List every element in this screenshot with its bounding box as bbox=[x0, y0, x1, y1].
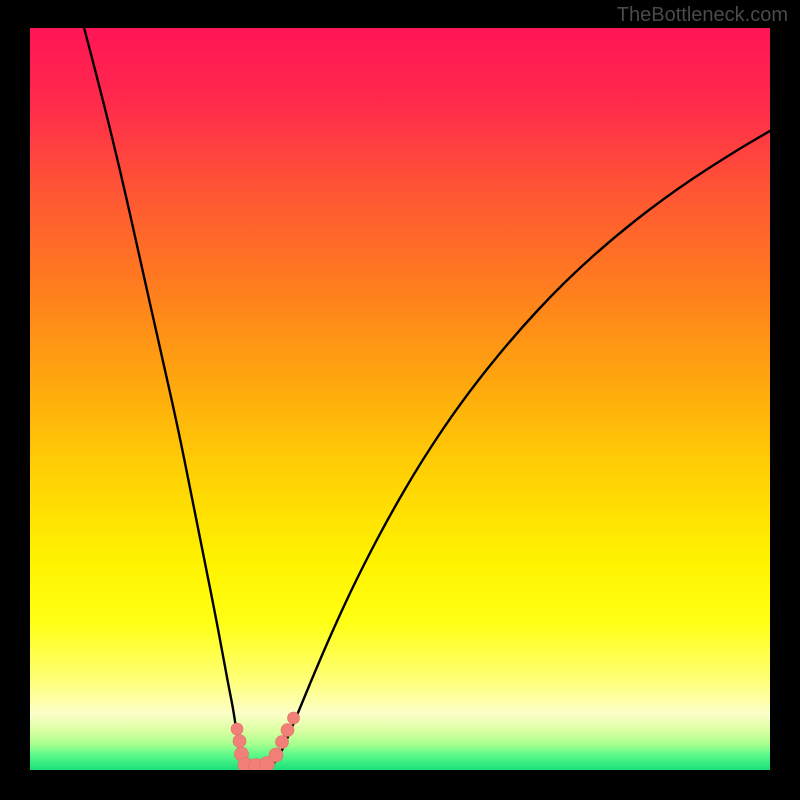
data-marker bbox=[233, 735, 246, 748]
bottleneck-curve bbox=[30, 28, 770, 770]
data-marker bbox=[276, 736, 289, 749]
data-marker bbox=[288, 712, 300, 724]
data-marker bbox=[281, 724, 294, 737]
data-marker bbox=[269, 748, 283, 762]
plot-area bbox=[30, 28, 770, 770]
watermark-text: TheBottleneck.com bbox=[617, 4, 788, 27]
data-marker bbox=[231, 723, 243, 735]
